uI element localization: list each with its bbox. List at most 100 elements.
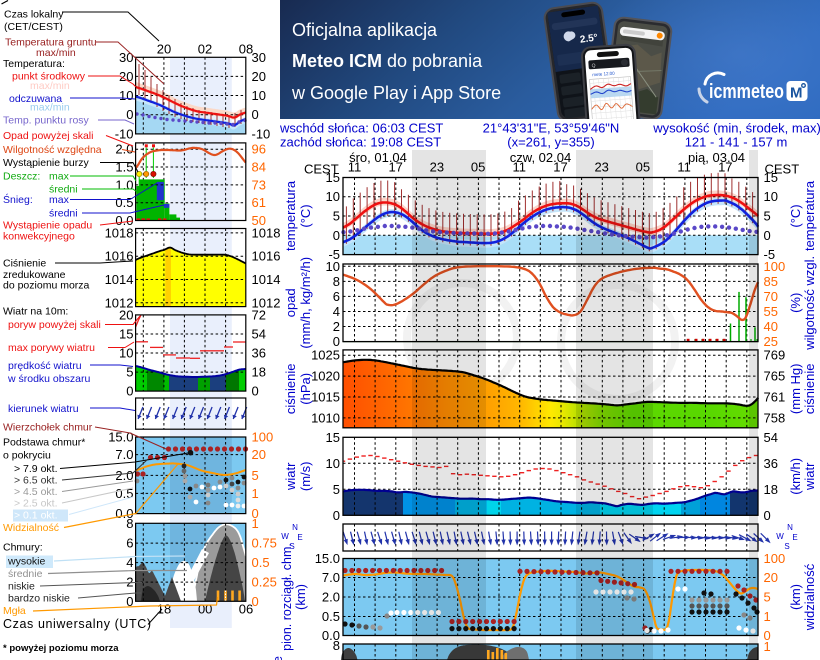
svg-text:1014: 1014 [252, 272, 281, 287]
svg-text:36: 36 [252, 346, 266, 361]
svg-text:temperatura: temperatura [802, 180, 817, 251]
svg-text:20: 20 [764, 570, 778, 585]
svg-text:0: 0 [126, 384, 133, 399]
svg-text:0: 0 [764, 508, 771, 523]
svg-text:5: 5 [252, 468, 259, 483]
svg-text:00: 00 [198, 602, 212, 617]
svg-text:5: 5 [333, 482, 340, 497]
svg-text:55: 55 [764, 304, 778, 319]
svg-text:17: 17 [553, 160, 567, 175]
svg-text:kierunek wiatru: kierunek wiatru [8, 403, 79, 415]
svg-text:0: 0 [126, 107, 133, 122]
svg-text:1: 1 [764, 639, 771, 654]
svg-text:0: 0 [333, 508, 340, 523]
svg-text:(hPa): (hPa) [298, 373, 313, 405]
svg-text:54: 54 [764, 430, 778, 445]
svg-text:0: 0 [252, 506, 259, 521]
svg-text:0: 0 [333, 334, 340, 349]
svg-text:25: 25 [764, 334, 778, 349]
svg-text:1020: 1020 [311, 369, 340, 384]
svg-text:Czas uniwersalny (UTC): Czas uniwersalny (UTC) [3, 617, 152, 631]
svg-text:* powyżej poziomu morza: * powyżej poziomu morza [3, 643, 119, 654]
svg-text:M: M [790, 85, 803, 102]
svg-text:18: 18 [157, 602, 171, 617]
svg-text:0: 0 [252, 384, 259, 399]
svg-text:0.5: 0.5 [322, 609, 340, 624]
svg-text:Wystąpienie burzy: Wystąpienie burzy [3, 157, 89, 169]
svg-text:02: 02 [198, 42, 212, 57]
svg-text:18: 18 [764, 482, 778, 497]
svg-text:bardzo niskie: bardzo niskie [8, 593, 70, 605]
svg-text:poryw powyżej skali: poryw powyżej skali [8, 319, 101, 331]
svg-text:1012: 1012 [252, 295, 281, 310]
svg-text:11: 11 [677, 160, 691, 175]
svg-text:1012: 1012 [105, 295, 134, 310]
svg-text:1.5: 1.5 [115, 160, 133, 175]
svg-text:70: 70 [764, 289, 778, 304]
svg-text:do poziomu morza: do poziomu morza [3, 280, 90, 292]
svg-text:> 6.5 okt.: > 6.5 okt. [14, 475, 58, 487]
svg-text:zredukowane: zredukowane [3, 269, 66, 281]
svg-text:średni: średni [49, 184, 78, 196]
svg-text:Wystąpienie opadu: Wystąpienie opadu [3, 220, 92, 232]
svg-text:śro, 01.04: śro, 01.04 [349, 150, 407, 165]
svg-text:Wiatr na 10m:: Wiatr na 10m: [3, 306, 68, 318]
svg-text:widzialność: widzialność [802, 563, 817, 631]
svg-text:15: 15 [119, 327, 133, 342]
svg-text:zachód słońca: 19:08 CEST: zachód słońca: 19:08 CEST [280, 134, 441, 149]
svg-text:w Google Play i App Store: w Google Play i App Store [291, 83, 501, 103]
svg-text:5: 5 [764, 590, 771, 605]
svg-text:max: max [49, 171, 70, 183]
svg-text:1: 1 [252, 516, 259, 531]
svg-text:średni: średni [49, 208, 78, 220]
svg-text:niskie: niskie [8, 581, 35, 593]
svg-text:-10: -10 [252, 126, 271, 141]
svg-text:10: 10 [119, 346, 133, 361]
svg-text:8: 8 [333, 638, 340, 653]
svg-text:wschód słońca: 06:03 CEST: wschód słońca: 06:03 CEST [279, 121, 443, 136]
svg-text:0: 0 [252, 107, 259, 122]
svg-text:15.0: 15.0 [315, 551, 340, 566]
svg-text:0.0: 0.0 [115, 213, 133, 228]
svg-text:2.0: 2.0 [115, 468, 133, 483]
svg-text:30: 30 [119, 50, 133, 65]
svg-text:0.5: 0.5 [115, 195, 133, 210]
svg-text:7.0: 7.0 [115, 447, 133, 462]
svg-text:Wilgotność względna: Wilgotność względna [3, 144, 102, 156]
svg-text:10: 10 [252, 88, 266, 103]
svg-text:Chmury:: Chmury: [3, 542, 43, 554]
svg-text:5: 5 [333, 209, 340, 224]
svg-text:121 - 141 - 157 m: 121 - 141 - 157 m [685, 134, 788, 149]
svg-text:2: 2 [126, 575, 133, 590]
svg-text:-10: -10 [115, 126, 134, 141]
svg-text:1.0: 1.0 [115, 177, 133, 192]
svg-text:2: 2 [333, 319, 340, 334]
svg-text:icmmeteo: icmmeteo [709, 81, 784, 103]
svg-text:15: 15 [326, 170, 340, 185]
svg-text:Śnieg:: Śnieg: [3, 193, 33, 206]
svg-text:W: W [281, 532, 289, 541]
svg-text:wiatr: wiatr [802, 462, 817, 491]
svg-text:1018: 1018 [252, 225, 281, 240]
svg-text:1: 1 [252, 486, 259, 501]
svg-text:1018: 1018 [105, 225, 134, 240]
svg-text:0.0: 0.0 [322, 628, 340, 643]
svg-text:średnie: średnie [8, 568, 43, 580]
svg-text:1015: 1015 [311, 390, 340, 405]
svg-text:18: 18 [252, 365, 266, 380]
svg-text:Ciśnienie: Ciśnienie [3, 258, 46, 270]
svg-text:> 4.5 okt.: > 4.5 okt. [14, 486, 58, 498]
svg-text:6: 6 [333, 289, 340, 304]
svg-text:10: 10 [326, 189, 340, 204]
svg-text:Deszcz:: Deszcz: [3, 171, 40, 183]
svg-text:1016: 1016 [252, 249, 281, 264]
svg-text:-5: -5 [328, 247, 340, 262]
svg-text:8: 8 [126, 516, 133, 531]
svg-text:Opad powyżej skali: Opad powyżej skali [3, 130, 93, 142]
svg-text:765: 765 [764, 369, 786, 384]
svg-text:0.5: 0.5 [252, 555, 270, 570]
svg-text:N: N [292, 523, 298, 532]
svg-text:0: 0 [764, 628, 771, 643]
svg-text:Wierzchołek chmur: Wierzchołek chmur [3, 422, 93, 434]
svg-text:10: 10 [764, 189, 778, 204]
